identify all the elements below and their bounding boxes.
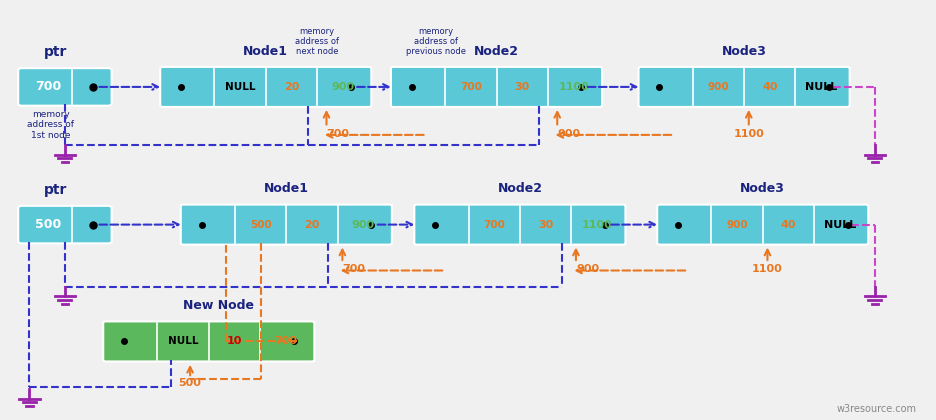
Text: 20: 20	[284, 82, 299, 92]
Text: NULL: NULL	[823, 220, 856, 230]
Text: ptr: ptr	[44, 45, 67, 59]
FancyBboxPatch shape	[18, 68, 111, 106]
FancyBboxPatch shape	[414, 205, 625, 244]
Text: Node3: Node3	[739, 182, 784, 195]
Text: memory
address of
1st node: memory address of 1st node	[27, 110, 74, 140]
Text: Node2: Node2	[497, 182, 542, 195]
Text: NULL: NULL	[804, 82, 837, 92]
FancyBboxPatch shape	[103, 321, 314, 362]
Text: Node1: Node1	[264, 182, 309, 195]
Text: NULL: NULL	[168, 336, 198, 346]
Text: 700: 700	[460, 82, 481, 92]
Text: 900: 900	[707, 82, 728, 92]
Text: 900: 900	[557, 129, 579, 139]
FancyBboxPatch shape	[637, 67, 849, 107]
FancyBboxPatch shape	[160, 67, 371, 107]
Text: 1100: 1100	[752, 264, 782, 274]
Text: 900: 900	[351, 220, 374, 230]
Text: 700: 700	[326, 129, 349, 139]
Text: 10: 10	[227, 336, 241, 346]
Text: ptr: ptr	[44, 183, 67, 197]
Text: 900: 900	[725, 220, 747, 230]
Text: 1100: 1100	[558, 82, 589, 92]
Text: 30: 30	[537, 220, 552, 230]
Text: 700: 700	[483, 220, 505, 230]
Text: 20: 20	[304, 220, 319, 230]
Text: Node3: Node3	[721, 45, 766, 58]
Text: 40: 40	[761, 82, 777, 92]
Text: w3resource.com: w3resource.com	[836, 404, 916, 415]
Text: 500: 500	[35, 218, 61, 231]
Text: memory
address of
previous node: memory address of previous node	[405, 26, 465, 56]
Text: 700: 700	[35, 80, 61, 93]
Text: 1100: 1100	[581, 220, 612, 230]
Text: memory
address of
next node: memory address of next node	[295, 26, 339, 56]
Text: Node1: Node1	[243, 45, 288, 58]
FancyBboxPatch shape	[390, 67, 602, 107]
Text: NULL: NULL	[225, 82, 256, 92]
Text: 30: 30	[514, 82, 529, 92]
Text: 500: 500	[179, 378, 201, 388]
Text: 500: 500	[250, 220, 271, 230]
Text: 900: 900	[331, 82, 354, 92]
Text: New Node: New Node	[183, 299, 254, 312]
Text: 40: 40	[780, 220, 796, 230]
FancyBboxPatch shape	[656, 205, 868, 244]
FancyBboxPatch shape	[181, 205, 391, 244]
Text: Node2: Node2	[474, 45, 519, 58]
Text: 700: 700	[274, 336, 297, 346]
Text: 900: 900	[576, 264, 598, 274]
FancyBboxPatch shape	[18, 206, 111, 243]
Text: 1100: 1100	[733, 129, 764, 139]
Text: 700: 700	[342, 264, 365, 274]
